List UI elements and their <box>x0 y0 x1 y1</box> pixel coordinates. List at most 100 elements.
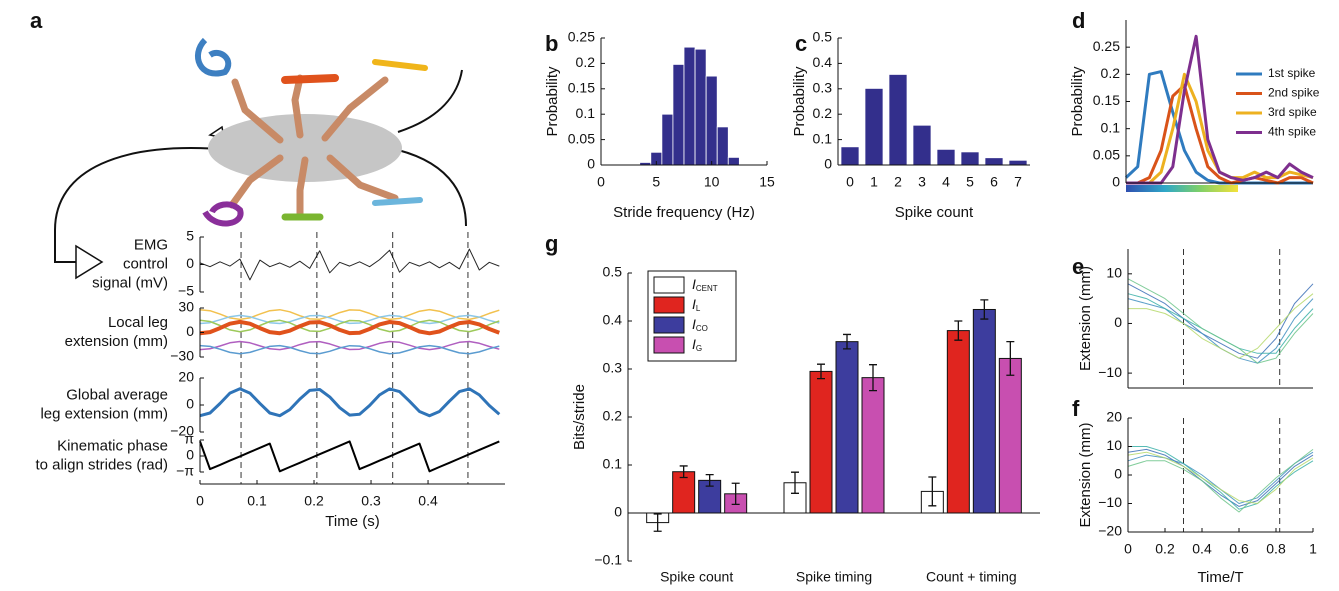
error-bar <box>731 482 740 506</box>
y-tick-label: 0.3 <box>603 360 623 376</box>
legend-name: I <box>692 296 696 312</box>
y-tick-label: −10 <box>1098 364 1122 380</box>
y-axis-label: Probability <box>1069 66 1086 137</box>
series-line <box>1127 448 1314 507</box>
y-tick-label: 0 <box>1114 314 1122 330</box>
x-tick-label: 1 <box>1309 541 1317 557</box>
x-tick-label: 5 <box>966 174 974 190</box>
legend-label: 1st spike <box>1268 66 1316 80</box>
error-bar <box>928 476 937 507</box>
y-tick-label: 10 <box>1106 437 1122 453</box>
x-tick-label: Count + timing <box>926 569 1017 585</box>
leg-marker <box>372 59 428 71</box>
y-tick-label: 30 <box>178 299 194 315</box>
y-tick-label: 0.2 <box>603 408 623 424</box>
phase-colorbar <box>1126 185 1238 192</box>
bar <box>694 48 707 166</box>
bar <box>861 377 885 514</box>
x-tick-label: 7 <box>1014 174 1022 190</box>
y-axis-label: control <box>123 255 168 272</box>
error-bar <box>1006 340 1015 376</box>
y-tick-label: 0.2 <box>813 105 833 121</box>
y-tick-label: 0 <box>1114 466 1122 482</box>
bar <box>937 149 955 165</box>
y-tick-label: 0 <box>1112 174 1120 190</box>
bar <box>913 125 931 165</box>
x-tick-label: 0 <box>196 493 204 509</box>
y-axis-label: Bits/stride <box>571 384 588 450</box>
y-axis-label: to align strides (rad) <box>35 456 168 473</box>
x-tick-label: Spike count <box>660 569 733 585</box>
body <box>208 114 402 182</box>
error-bar <box>869 364 877 392</box>
wire <box>397 149 467 227</box>
y-tick-label: 0 <box>614 504 622 520</box>
legend-name: I <box>692 316 696 332</box>
y-axis-label: Probability <box>544 66 561 137</box>
legend-subscript: CENT <box>696 284 718 293</box>
leg-marker <box>372 197 423 206</box>
y-tick-label: 0.4 <box>813 54 833 70</box>
error-bar <box>980 299 989 320</box>
x-tick-label: 0 <box>1124 541 1132 557</box>
series-line <box>1127 449 1314 513</box>
y-tick-label: 20 <box>178 369 194 385</box>
error-bar <box>653 513 662 532</box>
x-tick-label: 0.4 <box>1192 541 1212 557</box>
bar <box>835 341 859 514</box>
y-tick-label: 0.5 <box>603 264 623 280</box>
y-tick-label: −20 <box>170 423 194 439</box>
legend-swatch <box>653 276 685 294</box>
y-tick-label: 0.1 <box>576 105 596 121</box>
y-axis-label: Local leg <box>108 314 168 331</box>
x-tick-label: 6 <box>990 174 998 190</box>
y-tick-label: 10 <box>1106 265 1122 281</box>
error-bar <box>954 320 963 341</box>
error-bar <box>705 473 714 487</box>
x-axis-label: Time (s) <box>325 513 379 530</box>
y-tick-label: 0 <box>186 447 194 463</box>
bar <box>841 147 859 165</box>
bar <box>683 46 696 166</box>
series-line <box>1127 283 1314 359</box>
series-line <box>1127 451 1314 504</box>
y-tick-label: 0.1 <box>813 130 833 146</box>
antenna <box>397 69 463 133</box>
legend-label: 4th spike <box>1268 125 1316 139</box>
y-tick-label: 0 <box>186 323 194 339</box>
y-tick-label: 0.25 <box>1093 38 1120 54</box>
legend-label: IL <box>692 296 701 313</box>
bar <box>727 156 740 166</box>
x-axis-label: Spike count <box>895 204 974 221</box>
y-tick-label: 0 <box>186 396 194 412</box>
series-line <box>1126 83 1314 185</box>
y-axis-label: Global average <box>66 386 168 403</box>
panel-label: b <box>545 31 558 56</box>
leg-marker <box>281 74 339 84</box>
legs <box>228 74 399 219</box>
error-bar <box>679 465 688 479</box>
series-line <box>199 340 500 351</box>
y-tick-label: −10 <box>1098 494 1122 510</box>
series-line <box>1128 293 1314 359</box>
legend-swatch <box>653 296 685 314</box>
y-tick-label: −π <box>176 463 194 479</box>
y-axis-label: EMG <box>134 236 168 253</box>
panel-label: a <box>30 8 43 33</box>
y-tick-label: 0.2 <box>1101 65 1121 81</box>
wire <box>54 147 233 263</box>
x-tick-label: 0.8 <box>1266 541 1286 557</box>
y-tick-label: 0.4 <box>603 312 623 328</box>
y-axis-label: Extension (mm) <box>1077 266 1094 371</box>
panel-label: e <box>1072 254 1084 279</box>
legend-label: ICO <box>692 316 708 333</box>
y-tick-label: 0 <box>587 156 595 172</box>
x-tick-label: 4 <box>942 174 950 190</box>
x-tick-label: 2 <box>894 174 902 190</box>
bar <box>809 370 833 514</box>
bar <box>985 158 1003 165</box>
y-tick-label: 0.5 <box>813 29 833 45</box>
y-tick-label: 0.1 <box>603 456 623 472</box>
x-tick-label: 3 <box>918 174 926 190</box>
